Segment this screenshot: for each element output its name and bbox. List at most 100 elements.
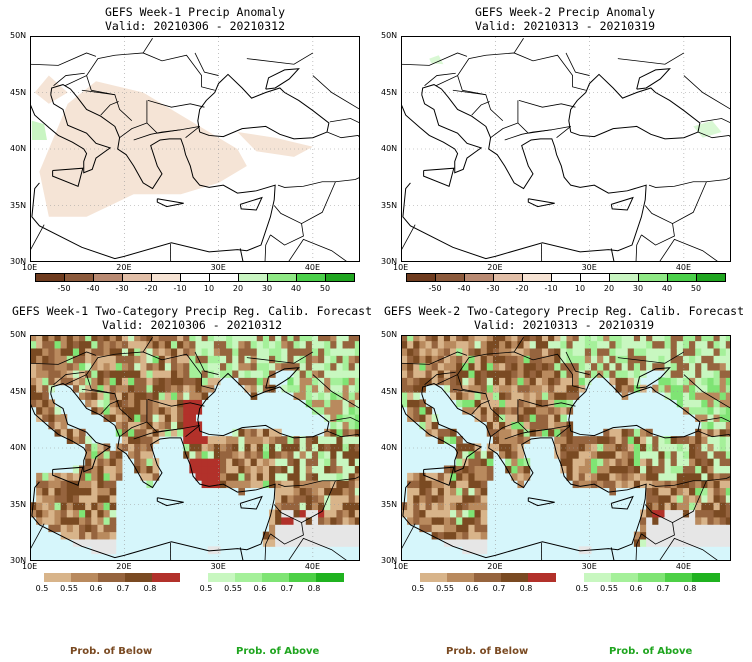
country-border: [700, 417, 731, 423]
country-border: [635, 533, 642, 561]
prob-grid-cell: [79, 538, 86, 547]
prob-grid-cell: [262, 384, 270, 393]
prob-grid-cell: [713, 494, 721, 503]
prob-grid-cell: [91, 406, 98, 415]
prob-grid-cell: [164, 406, 172, 415]
prob-grid-cell: [676, 458, 684, 467]
prob-grid-cell: [529, 335, 537, 342]
prob-grid-cell: [560, 384, 567, 393]
prob-grid-cell: [97, 340, 105, 349]
prob-grid-cell: [689, 487, 696, 496]
prob-grid-cell: [474, 480, 482, 489]
prob-grid-cell: [719, 458, 727, 467]
prob-grid-cell: [146, 340, 154, 349]
prob-below-swatch: [420, 573, 448, 582]
prob-grid-cell: [195, 465, 203, 474]
prob-grid-cell: [701, 377, 708, 386]
prob-grid-cell: [676, 443, 684, 452]
prob-grid-cell: [554, 370, 561, 378]
anomaly-legend-swatch: [238, 273, 268, 282]
prob-grid-cell: [293, 502, 301, 511]
prob-grid-cell: [701, 414, 708, 422]
prob-grid-cell: [275, 465, 282, 474]
prob-grid-cell: [615, 347, 623, 356]
prob-below-swatch: [44, 573, 72, 582]
prob-grid-cell: [590, 458, 598, 467]
prob-grid-cell: [443, 494, 451, 503]
prob-grid-cell: [128, 443, 135, 452]
prob-grid-cell: [572, 450, 580, 459]
prob-grid-cell: [318, 458, 325, 467]
prob-grid-cell: [554, 443, 561, 452]
prob-grid-cell: [456, 472, 463, 481]
prob-grid-cell: [480, 524, 488, 533]
prob-grid-cell: [342, 509, 350, 518]
prob-grid-cell: [201, 377, 209, 386]
prob-grid-cell: [305, 450, 313, 459]
prob-grid-cell: [695, 502, 702, 511]
prob-grid-cell: [462, 443, 469, 452]
prob-grid-cell: [713, 516, 721, 525]
prob-grid-cell: [572, 347, 580, 356]
prob-grid-cell: [97, 362, 105, 371]
prob-grid-cell: [305, 509, 313, 518]
prob-grid-cell: [164, 377, 172, 386]
prob-grid-cell: [336, 384, 344, 393]
prob-grid-cell: [707, 335, 715, 342]
prob-grid-cell: [293, 524, 301, 533]
prob-grid-cell: [348, 502, 356, 511]
prob-grid-cell: [652, 487, 659, 496]
prob-grid-cell: [226, 347, 233, 356]
lat-label: 35N: [10, 200, 27, 210]
prob-grid-cell: [311, 370, 319, 378]
prob-grid-cell: [311, 436, 319, 444]
prob-grid-cell: [689, 436, 696, 444]
prob-grid-cell: [652, 502, 659, 511]
prob-grid-cell: [407, 370, 414, 378]
prob-grid-cell: [505, 436, 512, 444]
prob-grid-cell: [103, 384, 111, 393]
prob-grid-cell: [437, 502, 445, 511]
prob-grid-cell: [244, 370, 252, 378]
prob-grid-cell: [336, 516, 344, 525]
prob-grid-cell: [189, 406, 196, 415]
prob-grid-cell: [689, 465, 696, 474]
prob-grid-cell: [330, 436, 337, 444]
prob-grid-cell: [91, 347, 98, 356]
prob-grid-cell: [318, 436, 325, 444]
prob-grid-cell: [158, 362, 166, 371]
prob-grid-cell: [170, 377, 178, 386]
prob-grid-cell: [474, 384, 482, 393]
prob-grid-cell: [407, 384, 414, 393]
prob-grid-cell: [480, 335, 488, 342]
prob-grid-cell: [177, 384, 184, 393]
prob-grid-cell: [578, 480, 586, 489]
prob-grid-cell: [682, 347, 690, 356]
prob-grid-cell: [336, 509, 344, 518]
prob-grid-cell: [664, 494, 672, 503]
prob-grid-cell: [578, 370, 586, 378]
prob-grid-cell: [318, 399, 325, 408]
prob-grid-cell: [474, 465, 482, 474]
prob-grid-cell: [615, 436, 623, 444]
country-border: [86, 374, 133, 421]
prob-grid-cell: [128, 362, 135, 371]
prob-grid-cell: [66, 502, 74, 511]
coastline: [401, 393, 483, 473]
prob-grid-cell: [140, 450, 147, 459]
prob-grid-cell: [529, 370, 537, 378]
prob-grid-cell: [336, 472, 344, 481]
prob-grid-cell: [670, 509, 678, 518]
prob-grid-cell: [652, 516, 659, 525]
prob-grid-cell: [250, 450, 258, 459]
prob-grid-cell: [305, 524, 313, 533]
prob-grid-cell: [584, 436, 592, 444]
prob-grid-cell: [348, 450, 356, 459]
prob-grid-cell: [450, 340, 457, 349]
prob-grid-cell: [633, 355, 641, 364]
prob-grid-cell: [275, 487, 282, 496]
prob-grid-cell: [425, 502, 433, 511]
prob-grid-cell: [609, 370, 616, 378]
prob-grid-cell: [85, 531, 92, 540]
prob-grid-cell: [213, 362, 221, 371]
